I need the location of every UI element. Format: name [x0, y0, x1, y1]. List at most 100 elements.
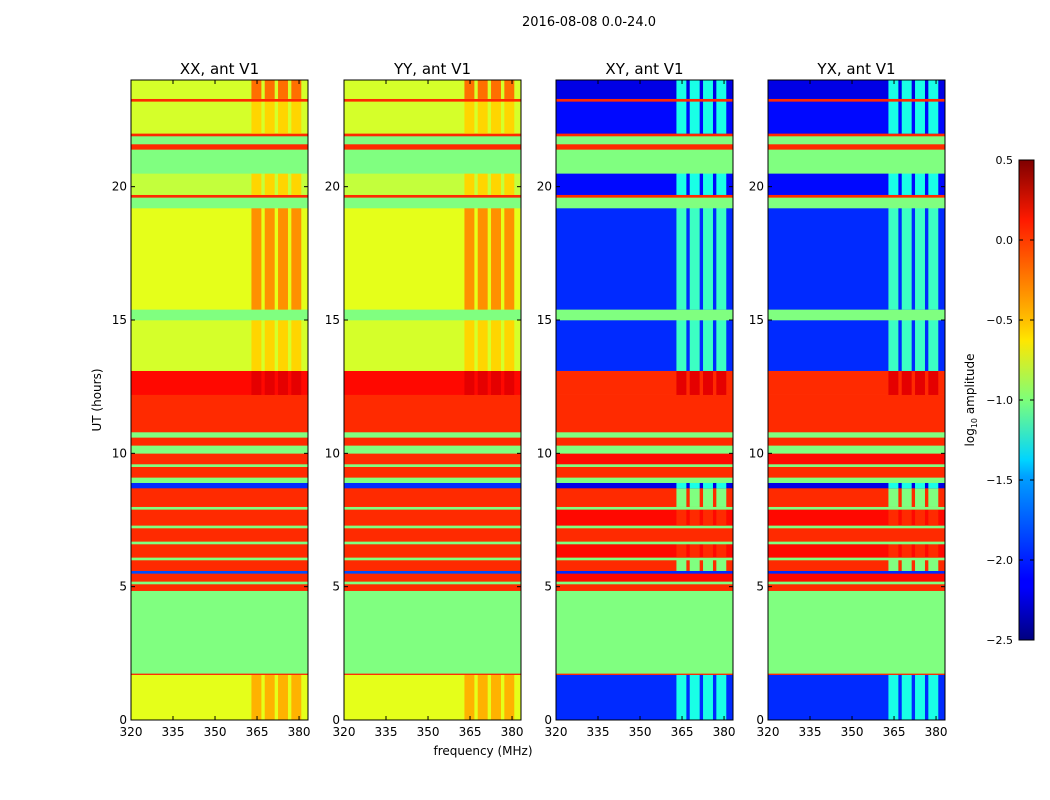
heatmap-band-high [676, 173, 687, 195]
heatmap-band-high [676, 544, 687, 558]
heatmap-band [131, 584, 308, 591]
heatmap-band [768, 509, 945, 526]
heatmap-band-high [928, 544, 939, 558]
heatmap-band-high [504, 80, 515, 99]
heatmap-band-high [291, 674, 302, 721]
heatmap-band [344, 98, 521, 102]
x-axis-label: frequency (MHz) [433, 744, 532, 758]
heatmap-band-high [278, 80, 288, 99]
heatmap-band-high [491, 370, 501, 395]
heatmap-band-high [901, 674, 912, 721]
heatmap-band [344, 144, 521, 150]
colorbar-tick-label: −2.0 [986, 554, 1013, 567]
heatmap-band-high [676, 80, 687, 99]
heatmap-band-high [291, 101, 302, 134]
heatmap-band-high [251, 101, 262, 134]
colorbar-tick-label: −2.5 [986, 634, 1013, 647]
heatmap-band-high [716, 482, 727, 489]
heatmap-band-high [477, 173, 488, 195]
x-tick-label: 365 [883, 725, 906, 739]
heatmap-band-high [928, 80, 939, 99]
heatmap-band-high [477, 674, 488, 721]
heatmap-band [556, 488, 733, 507]
heatmap-band [556, 544, 733, 558]
heatmap-band [344, 573, 521, 582]
heatmap-band [131, 541, 308, 545]
heatmap-band-high [291, 208, 302, 310]
heatmap-band [768, 477, 945, 483]
heatmap-band-high [915, 509, 925, 526]
heatmap-band [556, 173, 733, 195]
heatmap-band-high [901, 509, 912, 526]
heatmap-band [556, 432, 733, 438]
x-tick-label: 320 [333, 725, 356, 739]
heatmap-band-high [716, 488, 727, 507]
heatmap-band-high [703, 544, 713, 558]
heatmap-band [556, 466, 733, 478]
heatmap-band [556, 584, 733, 591]
x-tick-label: 350 [841, 725, 864, 739]
x-tick-label: 320 [120, 725, 143, 739]
heatmap-band-high [251, 370, 262, 395]
y-tick-label: 20 [112, 180, 127, 194]
heatmap-band-high [703, 208, 713, 310]
heatmap-band-high [689, 208, 700, 310]
colorbar-label: log10 amplitude [963, 354, 979, 447]
heatmap-band [131, 394, 308, 433]
y-tick-label: 5 [332, 580, 340, 594]
heatmap-band-high [915, 560, 925, 571]
axes-frame [343, 79, 522, 721]
heatmap-band-high [888, 173, 899, 195]
heatmap-band [768, 136, 945, 145]
heatmap-band [131, 482, 308, 489]
y-tick-label: 20 [537, 180, 552, 194]
heatmap-band-high [291, 370, 302, 395]
heatmap-band [344, 673, 521, 675]
y-tick-label: 5 [756, 580, 764, 594]
x-tick-label: 380 [288, 725, 311, 739]
y-tick-label: 15 [112, 313, 127, 327]
heatmap-band [768, 464, 945, 467]
heatmap-band [131, 477, 308, 483]
heatmap-band-high [689, 370, 700, 395]
heatmap-band-high [278, 208, 288, 310]
heatmap-band-high [491, 173, 501, 195]
heatmap-band-high [915, 544, 925, 558]
x-tick-label: 380 [713, 725, 736, 739]
heatmap-band-high [504, 101, 515, 134]
heatmap-band-high [291, 80, 302, 99]
colorbar: log10 amplitude 0.5 0.0 −0.5 −1.0 −1.5 −2.0 −2… [963, 154, 1035, 647]
heatmap-band [768, 197, 945, 209]
heatmap-band-high [716, 560, 727, 571]
y-tick-label: 5 [544, 580, 552, 594]
heatmap-band [768, 525, 945, 529]
heatmap-band-high [901, 544, 912, 558]
heatmap-band-high [928, 320, 939, 371]
heatmap-band-high [689, 320, 700, 371]
heatmap-band [344, 194, 521, 198]
heatmap-band-high [888, 320, 899, 371]
x-tick-label: 365 [246, 725, 269, 739]
heatmap-band [344, 173, 521, 195]
heatmap-band [131, 570, 308, 574]
panel-yx: YX, ant V1 320 335 350 365 380 0 5 10 15 20 [749, 60, 948, 739]
x-tick-label: 335 [162, 725, 185, 739]
heatmap-band-high [504, 320, 515, 371]
heatmap-band [556, 133, 733, 137]
x-tick-label: 320 [545, 725, 568, 739]
heatmap-band-high [928, 509, 939, 526]
y-tick-label: 10 [537, 446, 552, 460]
x-tick-label: 380 [925, 725, 948, 739]
heatmap-band-high [264, 173, 275, 195]
y-tick-label: 15 [325, 313, 340, 327]
heatmap-band [344, 394, 521, 433]
panel-xx: XX, ant V1 320 335 350 365 380 0 5 10 15 20 [112, 60, 311, 739]
heatmap-band [344, 477, 521, 483]
x-tick-label: 350 [629, 725, 652, 739]
heatmap-band-high [251, 320, 262, 371]
y-axis-label: UT (hours) [90, 368, 104, 431]
heatmap-band [768, 466, 945, 478]
heatmap-band-high [477, 370, 488, 395]
heatmap-band-high [716, 320, 727, 371]
heatmap-band [768, 581, 945, 585]
